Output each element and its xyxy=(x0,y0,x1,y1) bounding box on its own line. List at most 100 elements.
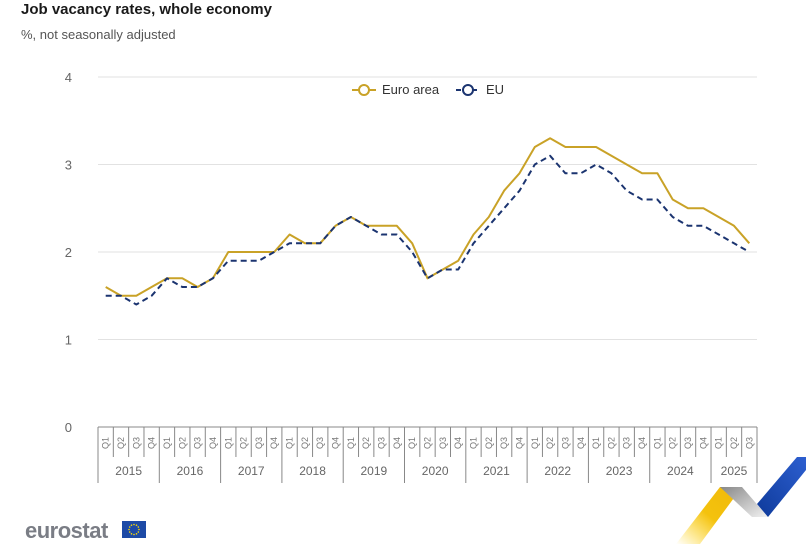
quarter-tick-label: Q3 xyxy=(744,437,754,449)
quarter-tick-label: Q1 xyxy=(346,437,356,449)
series-line-eu xyxy=(105,154,750,306)
quarter-tick-label: Q4 xyxy=(637,437,647,449)
data-point-euro-area[interactable] xyxy=(621,159,633,171)
data-point-eu[interactable] xyxy=(176,281,188,293)
data-point-euro-area[interactable] xyxy=(682,202,694,214)
data-point-euro-area[interactable] xyxy=(651,167,663,179)
data-point-eu[interactable] xyxy=(437,264,449,276)
eu-star xyxy=(137,526,140,528)
data-point-eu[interactable] xyxy=(253,255,265,267)
quarter-tick-label: Q3 xyxy=(560,437,570,449)
data-point-euro-area[interactable] xyxy=(498,185,510,197)
data-point-eu[interactable] xyxy=(605,167,617,179)
year-tick-label: 2021 xyxy=(483,464,510,478)
quarter-tick-label: Q4 xyxy=(698,437,708,449)
legend-label-eu: EU xyxy=(486,82,504,97)
data-point-euro-area[interactable] xyxy=(697,202,709,214)
legend-marker-euro-area xyxy=(358,84,370,96)
data-point-eu[interactable] xyxy=(207,272,219,284)
legend-item-eu[interactable]: EU xyxy=(456,82,504,97)
data-point-eu[interactable] xyxy=(345,211,357,223)
legend-item-euro-area[interactable]: Euro area xyxy=(352,82,440,97)
data-point-eu[interactable] xyxy=(713,229,725,241)
data-point-eu[interactable] xyxy=(238,255,250,267)
data-point-eu[interactable] xyxy=(360,220,372,232)
data-point-eu[interactable] xyxy=(483,220,495,232)
data-point-eu[interactable] xyxy=(575,167,587,179)
data-point-eu[interactable] xyxy=(621,185,633,197)
quarter-tick-label: Q1 xyxy=(162,437,172,449)
data-point-euro-area[interactable] xyxy=(575,141,587,153)
data-point-euro-area[interactable] xyxy=(713,211,725,223)
legend-marker-eu xyxy=(462,84,474,96)
ribbon-yellow xyxy=(676,487,742,544)
data-point-euro-area[interactable] xyxy=(728,220,740,232)
ribbon-gray xyxy=(720,487,768,517)
data-point-eu[interactable] xyxy=(314,237,326,249)
data-point-eu[interactable] xyxy=(667,211,679,223)
data-point-eu[interactable] xyxy=(636,194,648,206)
data-point-eu[interactable] xyxy=(406,246,418,258)
quarter-tick-label: Q2 xyxy=(729,437,739,449)
quarter-tick-label: Q2 xyxy=(177,437,187,449)
data-point-euro-area[interactable] xyxy=(590,141,602,153)
data-point-eu[interactable] xyxy=(376,229,388,241)
data-point-eu[interactable] xyxy=(728,237,740,249)
quarter-tick-label: Q2 xyxy=(545,437,555,449)
series-lines xyxy=(100,132,755,311)
data-point-euro-area[interactable] xyxy=(667,194,679,206)
data-point-eu[interactable] xyxy=(452,264,464,276)
data-point-eu[interactable] xyxy=(559,167,571,179)
data-point-eu[interactable] xyxy=(161,272,173,284)
data-point-eu[interactable] xyxy=(391,229,403,241)
quarter-tick-label: Q2 xyxy=(423,437,433,449)
data-point-euro-area[interactable] xyxy=(636,167,648,179)
quarter-tick-label: Q4 xyxy=(392,437,402,449)
data-point-eu[interactable] xyxy=(682,220,694,232)
data-point-eu[interactable] xyxy=(529,159,541,171)
quarter-tick-label: Q2 xyxy=(361,437,371,449)
data-point-eu[interactable] xyxy=(299,237,311,249)
data-point-eu[interactable] xyxy=(590,159,602,171)
data-point-euro-area[interactable] xyxy=(544,132,556,144)
quarter-tick-label: Q3 xyxy=(131,437,141,449)
data-point-eu[interactable] xyxy=(115,290,127,302)
data-point-eu[interactable] xyxy=(146,290,158,302)
year-tick-label: 2018 xyxy=(299,464,326,478)
quarter-tick-label: Q4 xyxy=(147,437,157,449)
data-point-eu[interactable] xyxy=(330,220,342,232)
legend[interactable]: Euro area EU xyxy=(352,82,504,97)
data-point-eu[interactable] xyxy=(697,220,709,232)
eu-star xyxy=(137,531,140,533)
data-point-eu[interactable] xyxy=(192,281,204,293)
eurostat-logo: eurostat xyxy=(25,518,108,543)
data-point-eu[interactable] xyxy=(544,150,556,162)
data-point-euro-area[interactable] xyxy=(513,167,525,179)
quarter-tick-label: Q4 xyxy=(576,437,586,449)
data-point-eu[interactable] xyxy=(100,290,112,302)
data-point-eu[interactable] xyxy=(284,237,296,249)
data-point-eu[interactable] xyxy=(467,237,479,249)
y-tick-label: 4 xyxy=(65,70,72,85)
data-point-eu[interactable] xyxy=(651,194,663,206)
quarter-tick-label: Q1 xyxy=(101,437,111,449)
data-point-eu[interactable] xyxy=(498,202,510,214)
data-point-eu[interactable] xyxy=(422,272,434,284)
quarter-tick-label: Q1 xyxy=(652,437,662,449)
data-point-euro-area[interactable] xyxy=(559,141,571,153)
year-tick-label: 2020 xyxy=(422,464,449,478)
data-point-eu[interactable] xyxy=(268,246,280,258)
data-point-eu[interactable] xyxy=(130,299,142,311)
eu-star xyxy=(133,533,135,536)
data-point-eu[interactable] xyxy=(222,255,234,267)
chart-subtitle: %, not seasonally adjusted xyxy=(21,27,176,42)
data-point-eu[interactable] xyxy=(743,246,755,258)
y-tick-label: 2 xyxy=(65,245,72,260)
data-point-euro-area[interactable] xyxy=(605,150,617,162)
quarter-tick-label: Q1 xyxy=(714,437,724,449)
year-tick-label: 2024 xyxy=(667,464,694,478)
data-point-euro-area[interactable] xyxy=(529,141,541,153)
data-point-eu[interactable] xyxy=(513,185,525,197)
quarter-tick-label: Q3 xyxy=(315,437,325,449)
